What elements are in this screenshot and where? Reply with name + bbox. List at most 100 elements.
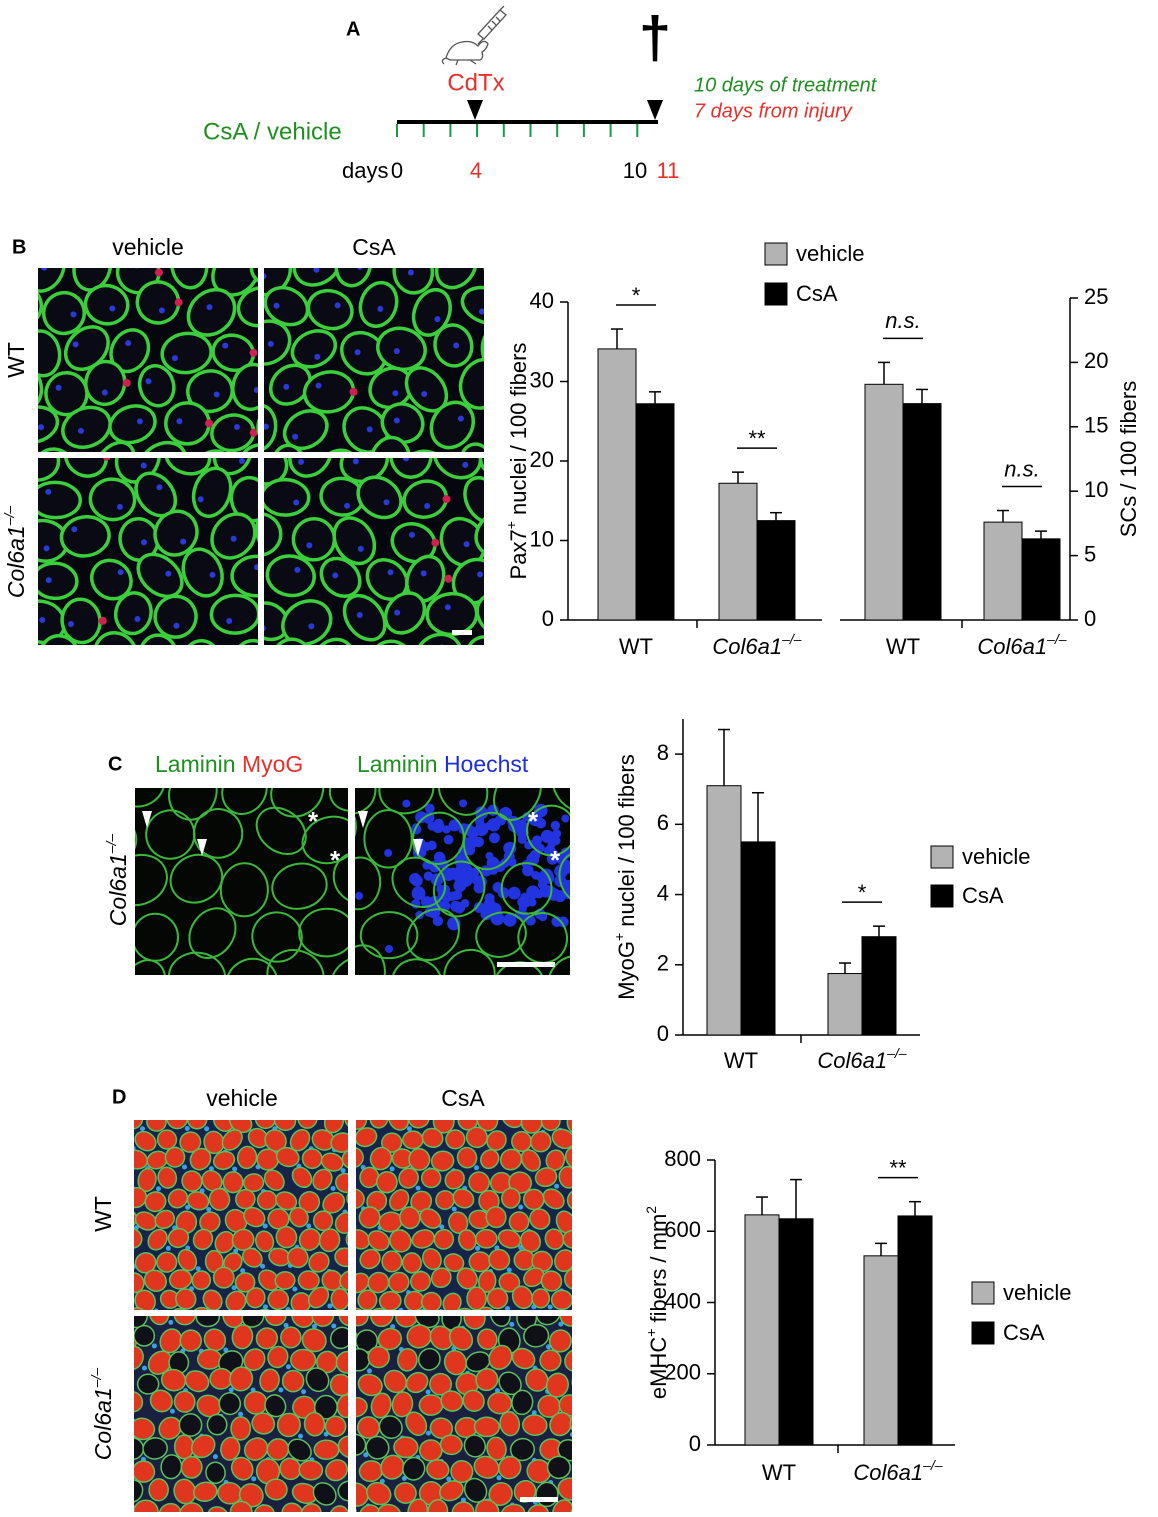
fiber <box>241 1316 265 1328</box>
fiber <box>97 1478 122 1504</box>
fiber <box>485 1206 507 1229</box>
fiber <box>334 1211 348 1234</box>
fiber <box>419 1208 442 1229</box>
nucleus <box>355 891 364 900</box>
fiber <box>225 1290 247 1310</box>
asterisk: * <box>550 845 561 875</box>
nucleus <box>264 273 267 280</box>
fiber <box>267 1288 290 1310</box>
fiber <box>337 1435 348 1459</box>
legend-swatch <box>764 242 788 266</box>
fiber <box>458 442 484 452</box>
nucleus <box>593 1149 598 1154</box>
fiber <box>377 1085 401 1110</box>
nucleus <box>576 1184 581 1189</box>
fiber <box>356 1433 367 1456</box>
nucleus <box>554 1183 560 1189</box>
nucleus <box>538 912 548 922</box>
fiber <box>558 851 570 905</box>
nucleus <box>134 616 141 623</box>
fiber <box>356 1396 368 1418</box>
fiber <box>157 1088 181 1108</box>
nucleus <box>446 1476 452 1482</box>
nucleus <box>448 819 461 832</box>
fiber <box>271 862 328 910</box>
fiber <box>153 594 198 639</box>
legend-label: vehicle <box>962 844 1030 869</box>
nucleus <box>253 386 258 393</box>
fiber <box>212 1266 235 1289</box>
fiber <box>139 1089 158 1111</box>
fiber <box>175 1288 197 1310</box>
fiber <box>570 1167 597 1194</box>
fiber <box>546 1455 571 1480</box>
fiber <box>196 1348 223 1370</box>
fiber <box>393 1436 419 1459</box>
micrograph <box>38 458 310 665</box>
fiber <box>245 1287 266 1309</box>
fiber <box>134 1211 158 1231</box>
fiber <box>442 1292 462 1310</box>
fiber <box>38 362 44 412</box>
legend-swatch <box>971 1281 995 1305</box>
fiber <box>110 1126 134 1152</box>
significance-label: ** <box>748 426 766 451</box>
micrograph <box>264 458 484 671</box>
nucleus <box>534 889 544 899</box>
nucleus <box>421 232 427 238</box>
fiber <box>38 329 62 378</box>
fiber <box>489 1316 511 1327</box>
superscript: + <box>611 933 627 941</box>
nucleus <box>432 915 444 927</box>
genotype-sup: –/– <box>103 834 119 855</box>
nucleus <box>70 311 77 318</box>
nucleus <box>273 302 280 309</box>
fiber <box>38 634 81 645</box>
fiber <box>299 708 354 765</box>
fiber <box>297 1270 320 1291</box>
fiber <box>389 1229 412 1253</box>
fiber <box>405 1371 429 1394</box>
fiber <box>571 1453 603 1483</box>
fiber <box>443 1349 467 1376</box>
fiber <box>526 804 570 857</box>
nucleus <box>285 1364 291 1370</box>
fiber <box>179 639 222 645</box>
bar <box>827 973 863 1036</box>
fiber <box>399 1206 421 1230</box>
nucleus <box>439 1224 445 1230</box>
row-label: Col6a1–/– <box>88 1368 116 1461</box>
nucleus <box>304 659 310 665</box>
fiber <box>298 1459 324 1481</box>
fiber <box>135 280 181 325</box>
fiber <box>559 1316 572 1327</box>
nucleus <box>206 228 212 234</box>
nucleus <box>232 1166 238 1172</box>
micrograph <box>356 1316 603 1512</box>
nucleus <box>31 353 37 359</box>
fiber <box>168 1269 193 1290</box>
fiber <box>486 1287 509 1310</box>
fiber <box>325 1459 348 1482</box>
fiber <box>229 1500 253 1512</box>
nucleus <box>206 304 213 311</box>
fiber <box>365 1435 390 1460</box>
fiber <box>329 956 348 975</box>
nucleus <box>531 1410 537 1416</box>
nucleus <box>462 461 469 468</box>
row-label: WT <box>3 342 29 378</box>
fiber <box>321 1269 343 1292</box>
fiber <box>291 1316 315 1328</box>
nucleus <box>292 1286 298 1292</box>
nucleus <box>195 1107 200 1112</box>
nucleus <box>282 665 288 671</box>
fiber <box>564 1146 572 1170</box>
fiber <box>551 788 570 812</box>
fiber <box>511 1285 534 1310</box>
fiber <box>427 1499 449 1512</box>
nucleus <box>354 349 361 356</box>
legend-label: CsA <box>1003 1320 1045 1345</box>
nucleus <box>503 913 517 927</box>
nucleus <box>552 829 562 839</box>
